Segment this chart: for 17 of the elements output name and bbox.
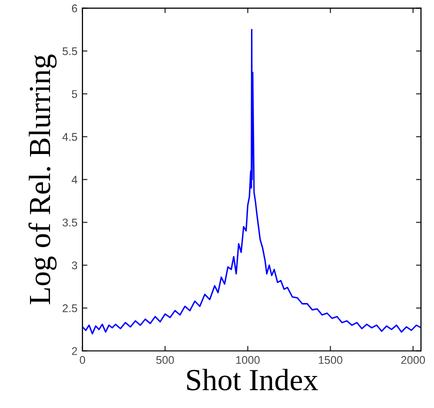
y-tick-label: 3.5 [62,218,78,226]
x-tick-label: 500 [156,356,174,364]
y-tick-label: 2.5 [62,304,78,312]
line-series [82,28,421,334]
x-tick-label: 1000 [236,356,260,364]
y-tick-label: 4 [72,176,78,184]
y-axis-title: Log of Rel. Blurring [28,54,57,304]
x-tick-label: 2000 [401,356,425,364]
y-tick-label: 2 [72,347,78,355]
y-tick-label: 5 [72,90,78,98]
y-tick-label: 4.5 [62,133,78,141]
x-tick-label: 0 [80,356,86,364]
y-tick-label: 3 [72,261,78,270]
x-tick-label: 1500 [318,356,342,364]
y-tick-label: 6 [72,4,78,12]
x-axis-title: Shot Index [187,368,318,390]
y-tick-label: 5.5 [62,47,78,56]
